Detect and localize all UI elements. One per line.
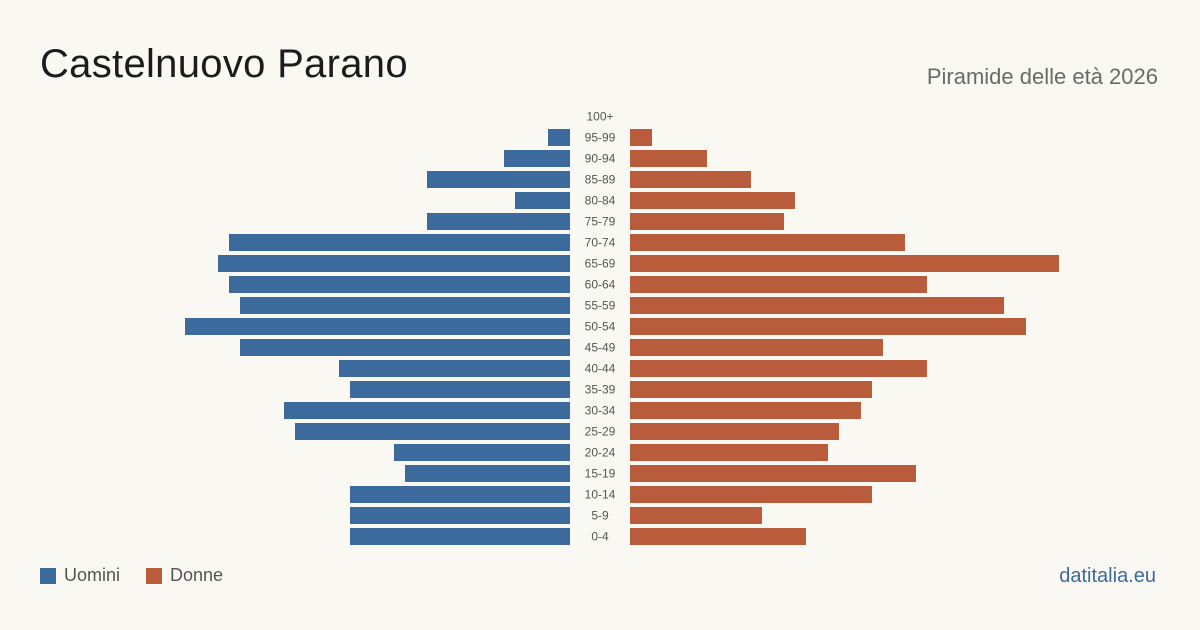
legend-swatch-men: [40, 567, 56, 584]
bar-men-0-4: [350, 528, 570, 545]
bar-men-35-39: [350, 381, 570, 398]
source-link[interactable]: datitalia.eu: [1059, 565, 1156, 587]
bar-women-60-64: [630, 276, 927, 293]
age-label-60-64: 60-64: [585, 278, 616, 292]
bar-women-10-14: [630, 486, 872, 503]
bar-men-45-49: [240, 339, 570, 356]
bar-women-55-59: [630, 297, 1004, 314]
bar-women-35-39: [630, 381, 872, 398]
bar-women-40-44: [630, 360, 927, 377]
bar-women-5-9: [630, 507, 762, 524]
age-label-85-89: 85-89: [585, 173, 616, 187]
age-label-20-24: 20-24: [585, 446, 616, 460]
age-label-90-94: 90-94: [585, 152, 616, 166]
bar-men-75-79: [427, 213, 570, 230]
bar-men-55-59: [240, 297, 570, 314]
bar-men-5-9: [350, 507, 570, 524]
bar-men-30-34: [284, 402, 570, 419]
age-label-5-9: 5-9: [591, 509, 609, 523]
legend: Uomini Donne: [40, 565, 249, 586]
bar-men-90-94: [504, 150, 570, 167]
age-label-65-69: 65-69: [585, 257, 616, 271]
bar-women-90-94: [630, 150, 707, 167]
age-label-10-14: 10-14: [585, 488, 616, 502]
age-label-15-19: 15-19: [585, 467, 616, 481]
bar-men-60-64: [229, 276, 570, 293]
bar-women-0-4: [630, 528, 806, 545]
bar-men-15-19: [405, 465, 570, 482]
bar-women-70-74: [630, 234, 905, 251]
bar-men-40-44: [339, 360, 570, 377]
bar-women-80-84: [630, 192, 795, 209]
legend-swatch-women: [146, 567, 163, 584]
bar-men-85-89: [427, 171, 570, 188]
chart-title: Castelnuovo Parano: [40, 42, 408, 86]
bar-women-65-69: [630, 255, 1059, 272]
bar-women-20-24: [630, 444, 828, 461]
legend-item-women: Donne: [146, 565, 223, 586]
bar-women-15-19: [630, 465, 916, 482]
bar-men-70-74: [229, 234, 570, 251]
age-label-95-99: 95-99: [585, 131, 616, 145]
bar-men-10-14: [350, 486, 570, 503]
age-label-45-49: 45-49: [585, 341, 616, 355]
age-label-70-74: 70-74: [585, 236, 616, 250]
age-label-0-4: 0-4: [591, 530, 609, 544]
legend-label-women: Donne: [170, 565, 224, 585]
age-label-40-44: 40-44: [585, 362, 616, 376]
age-label-100plus: 100+: [586, 110, 613, 124]
legend-item-men: Uomini: [40, 565, 120, 586]
bar-women-25-29: [630, 423, 839, 440]
bar-men-20-24: [394, 444, 570, 461]
bar-men-65-69: [218, 255, 570, 272]
age-label-55-59: 55-59: [585, 299, 616, 313]
age-label-30-34: 30-34: [585, 404, 616, 418]
bar-men-80-84: [515, 192, 570, 209]
bar-women-45-49: [630, 339, 883, 356]
legend-label-men: Uomini: [64, 565, 121, 585]
bar-men-95-99: [548, 129, 570, 146]
bar-women-85-89: [630, 171, 751, 188]
age-label-75-79: 75-79: [585, 215, 616, 229]
chart-subtitle: Piramide delle età 2026: [926, 64, 1158, 89]
age-label-35-39: 35-39: [585, 383, 616, 397]
bar-men-25-29: [295, 423, 570, 440]
bar-men-50-54: [185, 318, 570, 335]
age-label-80-84: 80-84: [585, 194, 616, 208]
bar-women-75-79: [630, 213, 784, 230]
age-label-25-29: 25-29: [585, 425, 616, 439]
age-label-50-54: 50-54: [585, 320, 616, 334]
bar-women-30-34: [630, 402, 861, 419]
bar-women-95-99: [630, 129, 652, 146]
bar-women-50-54: [630, 318, 1026, 335]
